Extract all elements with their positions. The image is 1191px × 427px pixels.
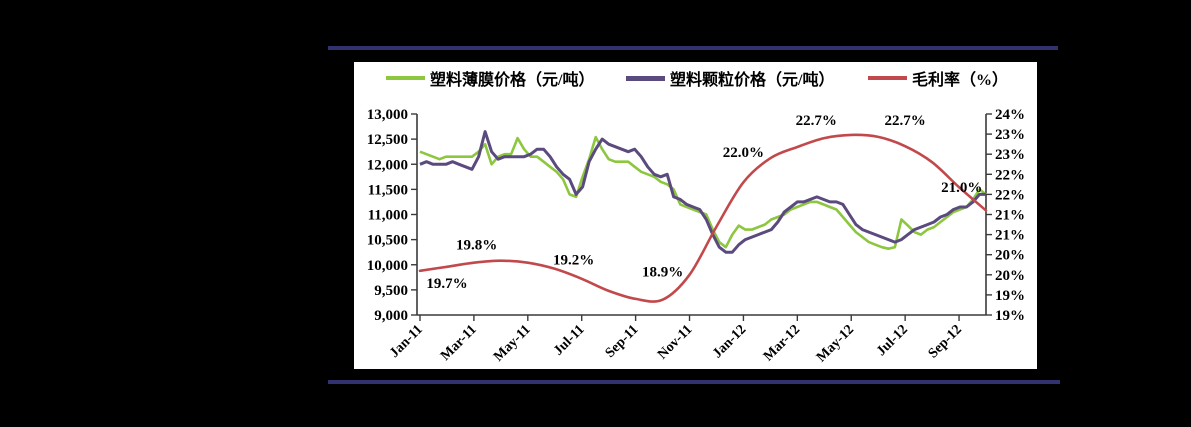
legend-item-film-price: 塑料薄膜价格（元/吨） — [386, 67, 594, 89]
granule-price-swatch-icon — [626, 75, 665, 81]
right-axis-tick-label: 19% — [995, 308, 1025, 324]
legend-item-gross-margin: 毛利率（%） — [868, 67, 1008, 89]
x-axis-tick-label: May-12 — [814, 322, 857, 365]
x-axis-tick-label: May-11 — [491, 322, 534, 365]
right-axis-tick-label: 23% — [995, 127, 1025, 143]
gross-margin-line — [418, 133, 988, 303]
margin-annotation-label: 19.7% — [426, 276, 467, 292]
legend-item-granule-price: 塑料颗粒价格（元/吨） — [626, 67, 834, 89]
x-axis-tick-label: Jul-11 — [551, 322, 587, 358]
x-axis-tick-label: Sep-11 — [603, 322, 642, 361]
right-axis-tick-label: 21% — [995, 228, 1025, 244]
right-axis-tick-label: 23% — [995, 147, 1025, 163]
right-axis-tick-label: 20% — [995, 248, 1025, 264]
left-axis-tick-label: 9,000 — [374, 308, 408, 324]
right-axis-tick-label: 22% — [995, 167, 1025, 183]
left-axis-tick-label: 9,500 — [374, 283, 408, 299]
x-axis-tick-label: Jan-11 — [387, 322, 426, 361]
margin-annotation-label: 21.0% — [941, 180, 982, 196]
x-axis-tick-label: Sep-12 — [926, 322, 965, 361]
legend: 塑料薄膜价格（元/吨） 塑料颗粒价格（元/吨） 毛利率（%） — [354, 67, 1037, 89]
margin-annotation-label: 22.7% — [796, 113, 837, 129]
x-axis-tick-label: Jul-12 — [874, 322, 911, 359]
legend-label: 塑料颗粒价格（元/吨） — [670, 72, 835, 89]
right-axis-tick-label: 22% — [995, 187, 1025, 203]
margin-annotation-label: 19.8% — [456, 238, 497, 254]
right-axis-tick-label: 24% — [995, 107, 1025, 123]
bottom-separator-rule — [328, 380, 1060, 384]
film-price-swatch-icon — [386, 76, 425, 80]
x-axis-tick-label: Mar-12 — [761, 322, 803, 364]
gross-margin-swatch-icon — [868, 76, 907, 80]
left-axis-tick-label: 10,000 — [367, 258, 408, 274]
granule-price-line — [419, 130, 986, 254]
left-axis-tick-label: 12,500 — [367, 132, 408, 148]
left-axis-tick-label: 11,500 — [368, 182, 408, 198]
legend-label: 毛利率（%） — [912, 72, 1009, 89]
left-axis-tick-label: 11,000 — [368, 208, 408, 224]
left-axis-tick-label: 10,500 — [367, 233, 408, 249]
left-axis-tick-label: 12,000 — [367, 157, 408, 173]
right-axis-tick-label: 19% — [995, 288, 1025, 304]
margin-annotation-label: 19.2% — [553, 253, 594, 269]
margin-annotation-label: 22.7% — [885, 113, 926, 129]
left-axis-tick-label: 13,000 — [367, 107, 408, 123]
top-separator-rule — [328, 46, 1058, 50]
margin-annotation-label: 18.9% — [642, 265, 683, 281]
legend-label: 塑料薄膜价格（元/吨） — [430, 72, 595, 89]
right-axis-tick-label: 20% — [995, 268, 1025, 284]
right-axis-tick-label: 21% — [995, 208, 1025, 224]
x-axis-tick-label: Mar-11 — [438, 322, 480, 364]
margin-annotation-label: 22.0% — [723, 145, 764, 161]
chart-panel: 塑料薄膜价格（元/吨） 塑料颗粒价格（元/吨） 毛利率（%） 13,000 12,… — [354, 62, 1037, 369]
line-chart-plot: 13,000 12,500 12,000 11,500 11,000 10,500 10,0… — [367, 107, 1025, 365]
x-axis-tick-label: Jan-12 — [710, 322, 749, 361]
film-price-line — [419, 135, 987, 250]
x-axis-tick-label: Nov-11 — [655, 322, 695, 362]
